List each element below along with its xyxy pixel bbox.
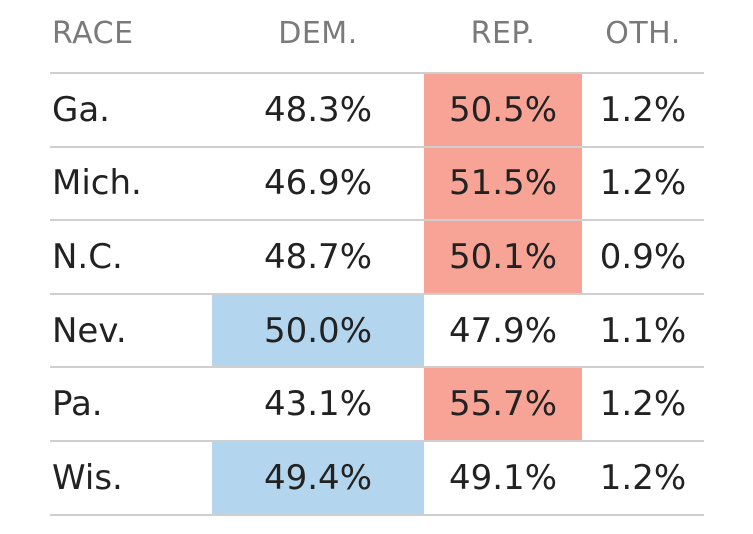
dem-cell: 46.9% — [263, 163, 372, 204]
table-header: RACE DEM. REP. OTH. — [50, 0, 704, 72]
race-cell: Ga. — [52, 89, 110, 130]
oth-cell: 1.1% — [599, 310, 687, 351]
table-row: Wis. 49.4% 49.1% 1.2% — [50, 439, 704, 516]
oth-cell: 1.2% — [599, 163, 687, 204]
column-header-dem: DEM. — [278, 16, 358, 51]
oth-cell: 1.2% — [599, 384, 687, 425]
column-header-rep: REP. — [470, 16, 536, 51]
dem-cell: 43.1% — [263, 384, 372, 425]
rep-cell: 50.5% — [424, 74, 582, 146]
oth-cell: 1.2% — [599, 457, 687, 498]
table-row: Nev. 50.0% 47.9% 1.1% — [50, 292, 704, 367]
rep-cell: 51.5% — [424, 147, 582, 220]
race-cell: N.C. — [52, 236, 123, 277]
table-row: N.C. 48.7% 50.1% 0.9% — [50, 219, 704, 293]
race-cell: Nev. — [52, 310, 127, 351]
dem-cell: 50.0% — [212, 294, 424, 367]
rep-cell: 50.1% — [424, 221, 582, 293]
table-row: Mich. 46.9% 51.5% 1.2% — [50, 145, 704, 220]
race-cell: Mich. — [52, 163, 142, 204]
race-cell: Pa. — [52, 384, 103, 425]
oth-cell: 1.2% — [599, 89, 687, 130]
race-cell: Wis. — [52, 457, 123, 498]
dem-cell: 48.3% — [263, 89, 372, 130]
rep-cell: 49.1% — [448, 457, 557, 498]
oth-cell: 0.9% — [599, 236, 687, 277]
rep-cell: 47.9% — [448, 310, 557, 351]
column-header-oth: OTH. — [605, 16, 681, 51]
rep-cell: 55.7% — [424, 368, 582, 440]
dem-cell: 48.7% — [263, 236, 372, 277]
table-row: Pa. 43.1% 55.7% 1.2% — [50, 366, 704, 440]
table-body: Ga. 48.3% 50.5% 1.2% Mich. 46.9% 51.5% 1.2% N.C.… — [50, 72, 704, 516]
table-row: Ga. 48.3% 50.5% 1.2% — [50, 72, 704, 146]
dem-cell: 49.4% — [212, 441, 424, 514]
column-header-race: RACE — [52, 16, 134, 51]
